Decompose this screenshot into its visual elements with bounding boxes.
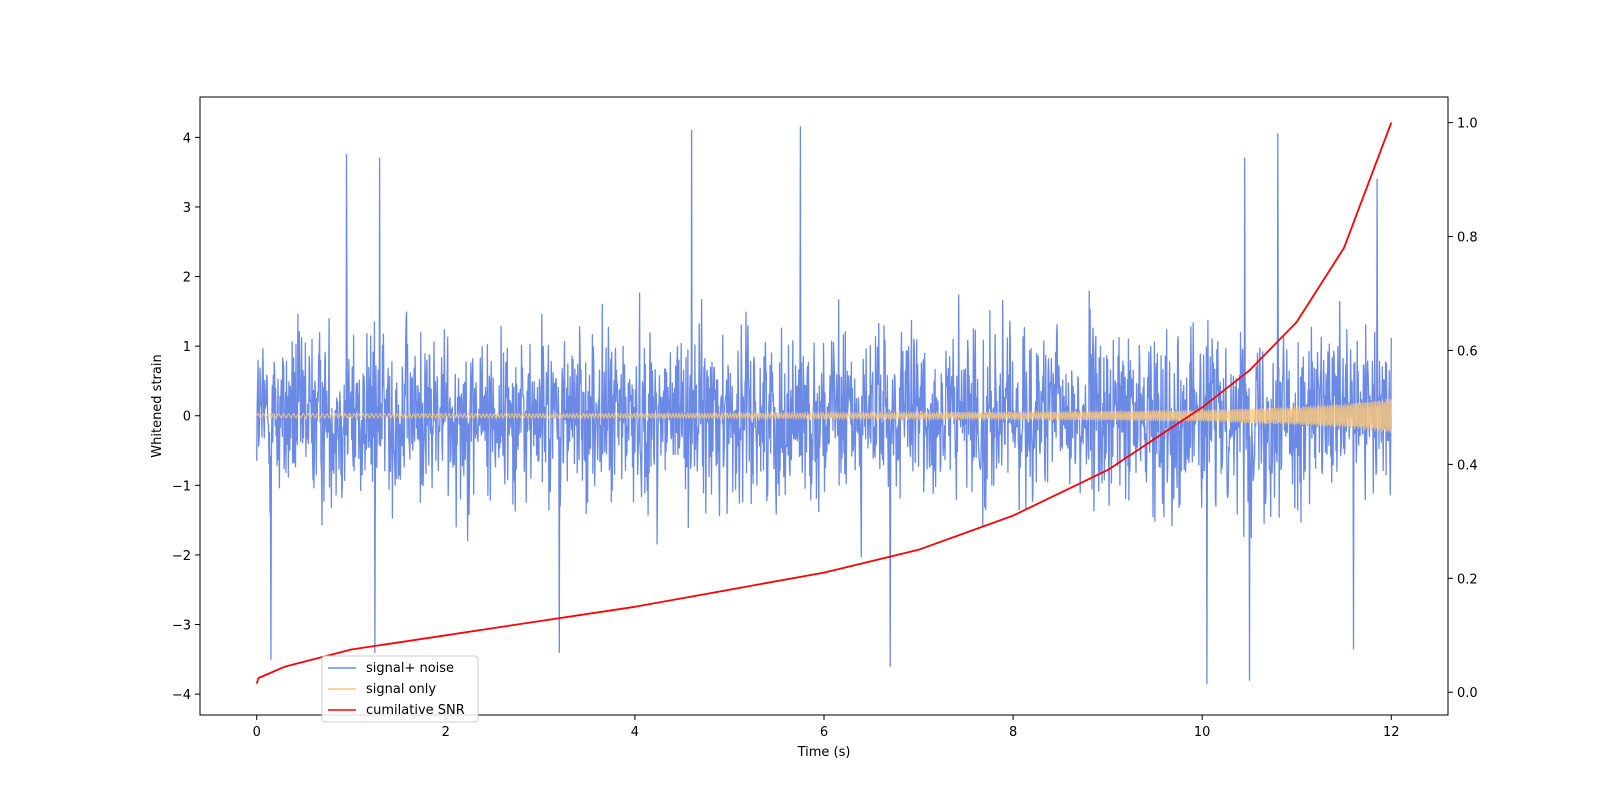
y-tick-label: 3	[183, 201, 191, 216]
y-tick-label: −3	[172, 619, 191, 634]
series-line-signal-only	[256, 398, 1392, 433]
legend-label-cumilative-snr: cumilative SNR	[366, 703, 465, 718]
x-tick-label: 6	[820, 725, 828, 740]
series-line-cumilative-snr	[255, 122, 1393, 684]
legend-label-signal-noise: signal+ noise	[366, 661, 454, 676]
x-tick-label: 8	[1009, 725, 1017, 740]
y2-tick-label: 0.6	[1457, 344, 1478, 359]
y-tick-label: 4	[183, 131, 191, 146]
y-tick-label: 0	[183, 410, 191, 425]
y2-tick-label: 0.4	[1457, 458, 1478, 473]
y2-tick-label: 0.0	[1457, 686, 1478, 701]
y-tick-label: −4	[172, 688, 191, 703]
x-axis-label: Time (s)	[797, 745, 851, 760]
y-tick-label: 2	[183, 271, 191, 286]
x-tick-label: 12	[1383, 725, 1400, 740]
x-tick-label: 0	[253, 725, 261, 740]
y-tick-label: −2	[172, 549, 191, 564]
x-tick-label: 4	[631, 725, 639, 740]
x-tick-label: 2	[442, 725, 450, 740]
legend-label-signal-only: signal only	[366, 682, 436, 697]
y-tick-label: 1	[183, 340, 191, 355]
y2-tick-label: 0.8	[1457, 231, 1478, 246]
y2-tick-label: 1.0	[1457, 117, 1478, 132]
x-tick-label: 10	[1194, 725, 1211, 740]
y2-tick-label: 0.2	[1457, 572, 1478, 587]
series-layer	[255, 122, 1393, 685]
y-axis-label: Whitened strain	[150, 354, 165, 457]
legend-box	[321, 655, 479, 723]
legend: signal+ noise signal only cumilative SNR	[321, 655, 479, 723]
y-tick-label: −1	[172, 479, 191, 494]
